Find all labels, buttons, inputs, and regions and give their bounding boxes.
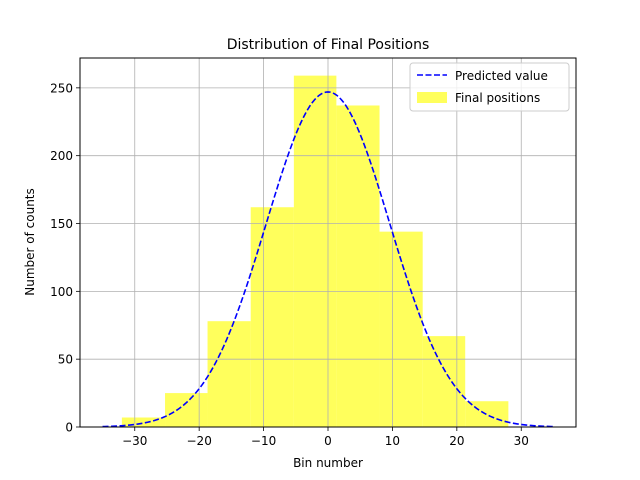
histogram-bar xyxy=(422,336,466,427)
legend: Predicted value Final positions xyxy=(409,62,570,112)
y-axis-label: Number of counts xyxy=(23,188,37,296)
x-tick-label: 20 xyxy=(449,434,464,448)
y-tick-label: 200 xyxy=(50,149,73,163)
legend-predicted-value-label: Predicted value xyxy=(455,69,548,83)
x-tick-label: −30 xyxy=(122,434,147,448)
histogram-bar xyxy=(165,393,208,427)
grid-lines xyxy=(80,58,576,428)
histogram-bar xyxy=(293,75,337,427)
histogram-bar xyxy=(207,321,251,427)
x-axis-label: Bin number xyxy=(293,456,363,470)
y-tick-label: 250 xyxy=(50,81,73,95)
y-tick-label: 0 xyxy=(65,421,73,435)
legend-final-positions-label: Final positions xyxy=(455,91,540,105)
legend-box xyxy=(409,62,570,112)
x-tick-label: −10 xyxy=(251,434,276,448)
histogram-bar xyxy=(336,105,380,427)
x-tick-label: 30 xyxy=(514,434,529,448)
y-axis-ticks: 0 50 100 150 200 250 xyxy=(50,81,80,435)
histogram-bars xyxy=(121,75,509,427)
y-tick-label: 150 xyxy=(50,217,73,231)
x-axis-ticks: −30 −20 −10 0 10 20 30 xyxy=(122,427,529,448)
histogram-bar xyxy=(250,207,294,427)
histogram-bar xyxy=(379,231,423,427)
x-tick-label: −20 xyxy=(187,434,212,448)
legend-final-positions-swatch xyxy=(417,92,447,103)
y-tick-label: 50 xyxy=(58,353,73,367)
x-tick-label: 10 xyxy=(385,434,400,448)
histogram-bar xyxy=(465,401,509,427)
x-tick-label: 0 xyxy=(324,434,332,448)
chart-title: Distribution of Final Positions xyxy=(227,37,430,53)
predicted-value-curve xyxy=(102,91,554,428)
histogram-bar xyxy=(121,417,166,427)
y-tick-label: 100 xyxy=(50,285,73,299)
